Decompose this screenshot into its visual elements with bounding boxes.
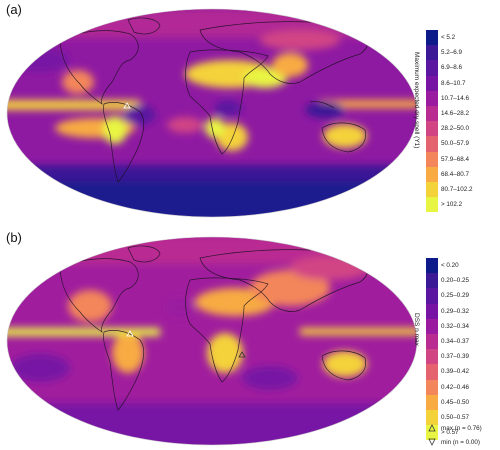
panel-b-legend-swatch <box>426 333 438 350</box>
panel-b-legend-entry: 0.29–0.32 <box>426 303 470 319</box>
panel-a-legend-label: 68.4–80.7 <box>441 170 470 178</box>
panel-b-legend-label: 0.39–0.42 <box>441 368 470 376</box>
up-triangle-icon <box>428 424 436 432</box>
max-marker-icon <box>238 351 246 358</box>
panel-b-legend-swatch <box>426 425 438 441</box>
panel-a-legend-swatch <box>426 30 438 46</box>
min-marker-key: min (n = 0.00) <box>428 438 480 446</box>
panel-b-legend-entry: > 0.57 <box>426 425 469 441</box>
panel-a-legend-swatch <box>426 45 438 61</box>
panel-a-legend-swatch <box>426 151 438 167</box>
panel-a-legend-entry: 5.2–6.9 <box>426 45 473 61</box>
panel-a-legend-swatch <box>426 197 438 213</box>
max-marker-key: max (n = 0.76) <box>428 424 482 432</box>
dry-spell-map <box>6 8 418 218</box>
panel-a-legend-label: 6.9–8.6 <box>441 64 463 72</box>
panel-a-legend-swatch <box>426 60 438 76</box>
panel-a-legend-swatch <box>426 105 438 122</box>
panel-b-legend-swatch <box>426 364 438 380</box>
max-marker-label: max (n = 0.76) <box>441 424 482 432</box>
panel-b-legend-entry: 0.39–0.42 <box>426 364 470 380</box>
panel-a-legend-swatch <box>426 121 438 137</box>
panel-b-label: (b) <box>6 230 22 245</box>
panel-b-legend-entry: 0.37–0.39 <box>426 349 470 365</box>
panel-b-legend-entry: 0.50–0.57 <box>426 409 470 426</box>
panel-b-legend-entry: < 0.20 <box>426 258 469 274</box>
panel-a-legend: < 5.2 5.2–6.9 6.9–8.6 8.6–10.7 10.7–14.6 14.6… <box>426 30 473 213</box>
panel-a-label: (a) <box>6 2 22 17</box>
panel-b-legend-swatch <box>426 318 438 334</box>
panel-a-legend-entry: 57.9–68.4 <box>426 151 473 167</box>
panel-b-legend-swatch <box>426 394 438 410</box>
panel-a-legend-entry: 10.7–14.6 <box>426 90 473 106</box>
panel-b-legend-swatch <box>426 273 438 289</box>
max-marker-icon <box>123 102 131 109</box>
panel-a-legend-entry: 68.4–80.7 <box>426 166 473 182</box>
panel-a-legend-swatch <box>426 75 438 91</box>
panel-a: (a) Maximum expected dry spell (Y1) < 5.… <box>0 0 500 222</box>
panel-a-legend-entry: 6.9–8.6 <box>426 60 473 76</box>
panel-a-legend-entry: > 102.2 <box>426 197 473 213</box>
panel-a-legend-label: 5.2–6.9 <box>441 49 463 57</box>
panel-a-legend-swatch <box>426 90 438 106</box>
panel-b-legend-label: 0.50–0.57 <box>441 413 470 421</box>
panel-b-legend-swatch <box>426 288 438 304</box>
panel-a-legend-label: 14.6–28.2 <box>441 110 470 118</box>
panel-a-legend-title: Maximum expected dry spell (Y1) <box>413 52 420 149</box>
panel-a-legend-entry: 50.0–57.9 <box>426 136 473 152</box>
panel-b-legend-label: 0.29–0.32 <box>441 307 470 315</box>
panel-a-legend-entry: < 5.2 <box>426 30 473 46</box>
panel-b: (b) DSS n max < 0.20 0.20–0.25 0.25–0.29 0.… <box>0 228 500 450</box>
panel-b-legend-label: 0.37–0.39 <box>441 353 470 361</box>
panel-b-legend-entry: 0.20–0.25 <box>426 273 470 289</box>
panel-b-legend-swatch <box>426 409 438 426</box>
min-marker-label: min (n = 0.00) <box>441 438 481 446</box>
panel-b-legend-entry: 0.34–0.37 <box>426 333 470 350</box>
panel-a-legend-swatch <box>426 166 438 182</box>
panel-b-legend-entry: 0.25–0.29 <box>426 288 470 304</box>
panel-b-legend-entry: 0.32–0.34 <box>426 318 470 334</box>
panel-a-legend-label: 80.7–102.2 <box>441 185 473 193</box>
panel-b-legend-swatch <box>426 303 438 319</box>
panel-a-legend-entry: 14.6–28.2 <box>426 105 473 122</box>
panel-a-legend-label: 57.9–68.4 <box>441 155 470 163</box>
panel-a-legend-label: 8.6–10.7 <box>441 79 466 87</box>
panel-b-legend-swatch <box>426 258 438 274</box>
panel-b-legend-label: 0.20–0.25 <box>441 277 470 285</box>
panel-a-legend-label: 10.7–14.6 <box>441 94 470 102</box>
panel-b-legend-swatch <box>426 379 438 395</box>
panel-b-legend: < 0.20 0.20–0.25 0.25–0.29 0.29–0.32 0.32–0.… <box>426 258 470 441</box>
panel-b-legend-entry: 0.42–0.46 <box>426 379 470 395</box>
panel-b-legend-swatch <box>426 349 438 365</box>
panel-b-legend-label: 0.34–0.37 <box>441 338 470 346</box>
panel-a-legend-swatch <box>426 136 438 152</box>
dss-n-max-map <box>6 236 418 446</box>
panel-b-legend-label: 0.32–0.34 <box>441 322 470 330</box>
panel-b-legend-label: 0.25–0.29 <box>441 292 470 300</box>
max-marker-icon <box>126 330 134 337</box>
down-triangle-icon <box>428 438 436 446</box>
panel-b-legend-label: 0.45–0.50 <box>441 398 470 406</box>
panel-a-legend-label: 28.2–50.0 <box>441 125 470 133</box>
panel-a-legend-entry: 80.7–102.2 <box>426 181 473 198</box>
panel-b-legend-label: 0.42–0.46 <box>441 383 470 391</box>
panel-b-legend-label: > 0.57 <box>441 429 459 437</box>
panel-a-legend-label: > 102.2 <box>441 201 463 209</box>
panel-a-legend-label: < 5.2 <box>441 34 456 42</box>
panel-a-legend-entry: 8.6–10.7 <box>426 75 473 91</box>
panel-b-legend-entry: 0.45–0.50 <box>426 394 470 410</box>
panel-a-legend-entry: 28.2–50.0 <box>426 121 473 137</box>
panel-a-legend-label: 50.0–57.9 <box>441 140 470 148</box>
panel-b-legend-title: DSS n max <box>413 313 420 346</box>
panel-b-legend-label: < 0.20 <box>441 262 459 270</box>
panel-a-legend-swatch <box>426 181 438 198</box>
